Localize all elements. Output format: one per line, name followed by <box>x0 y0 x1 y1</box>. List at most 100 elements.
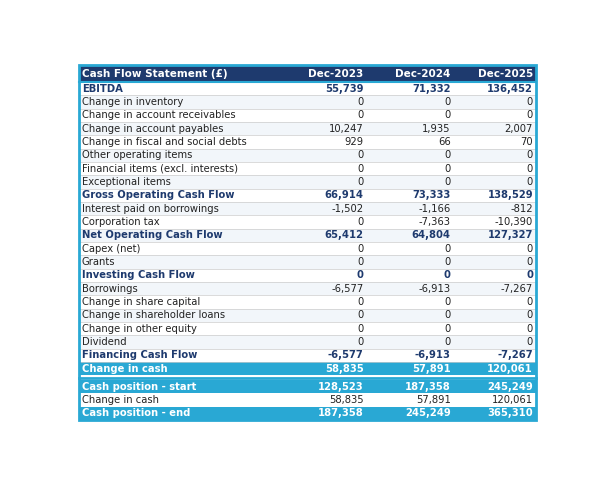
Text: 0: 0 <box>527 164 533 174</box>
Bar <box>454 65 536 82</box>
Text: 1,935: 1,935 <box>422 124 451 134</box>
Bar <box>79 175 280 189</box>
Bar <box>79 282 280 296</box>
Bar <box>280 380 367 394</box>
Text: Cash Flow Statement (£): Cash Flow Statement (£) <box>82 68 227 79</box>
Bar <box>454 148 536 162</box>
Bar <box>454 335 536 348</box>
Text: 120,061: 120,061 <box>487 364 533 374</box>
Text: Change in account payables: Change in account payables <box>82 124 223 134</box>
Text: 0: 0 <box>445 150 451 160</box>
Bar <box>367 202 454 215</box>
Text: Interest paid on borrowings: Interest paid on borrowings <box>82 203 219 214</box>
Bar <box>79 162 280 175</box>
Bar <box>280 242 367 255</box>
Text: Investing Cash Flow: Investing Cash Flow <box>82 270 195 280</box>
Text: 66: 66 <box>438 137 451 147</box>
Text: Other operating items: Other operating items <box>82 150 193 160</box>
Text: 0: 0 <box>527 244 533 253</box>
Bar <box>454 175 536 189</box>
Text: 138,529: 138,529 <box>487 190 533 200</box>
Text: -1,502: -1,502 <box>332 203 364 214</box>
Text: Financing Cash Flow: Financing Cash Flow <box>82 350 197 360</box>
Bar <box>367 108 454 122</box>
Text: Change in shareholder loans: Change in shareholder loans <box>82 310 225 320</box>
Text: -7,363: -7,363 <box>419 217 451 227</box>
Bar <box>79 406 280 420</box>
Bar <box>367 255 454 269</box>
Text: -1,166: -1,166 <box>418 203 451 214</box>
Bar <box>454 122 536 135</box>
Text: Change in cash: Change in cash <box>82 395 159 405</box>
Text: -10,390: -10,390 <box>495 217 533 227</box>
Text: 58,835: 58,835 <box>329 395 364 405</box>
Text: 0: 0 <box>357 270 364 280</box>
Text: 120,061: 120,061 <box>492 395 533 405</box>
Bar <box>79 255 280 269</box>
Bar <box>79 348 280 362</box>
Bar <box>280 296 367 309</box>
Bar <box>280 162 367 175</box>
Text: Dividend: Dividend <box>82 337 127 347</box>
Bar <box>280 122 367 135</box>
Bar <box>79 309 280 322</box>
Text: 0: 0 <box>445 297 451 307</box>
Bar <box>79 65 280 82</box>
Text: 365,310: 365,310 <box>487 408 533 418</box>
Bar <box>454 255 536 269</box>
Bar <box>79 95 280 108</box>
Text: Change in cash: Change in cash <box>82 364 167 374</box>
Bar <box>367 335 454 348</box>
Bar <box>367 148 454 162</box>
Text: 245,249: 245,249 <box>487 382 533 392</box>
Bar <box>79 322 280 335</box>
Text: 0: 0 <box>445 164 451 174</box>
Bar <box>367 282 454 296</box>
Bar <box>79 82 280 95</box>
Bar <box>367 189 454 202</box>
Bar <box>280 65 367 82</box>
Bar <box>367 269 454 282</box>
Bar <box>280 309 367 322</box>
Text: Exceptional items: Exceptional items <box>82 177 171 187</box>
Bar <box>454 135 536 148</box>
Text: 0: 0 <box>445 324 451 334</box>
Bar <box>280 148 367 162</box>
Text: 0: 0 <box>527 297 533 307</box>
Bar <box>454 406 536 420</box>
Text: -6,913: -6,913 <box>419 284 451 294</box>
Bar <box>280 362 367 375</box>
Text: 0: 0 <box>358 150 364 160</box>
Bar <box>280 282 367 296</box>
Bar <box>79 202 280 215</box>
Text: 0: 0 <box>527 97 533 107</box>
Bar <box>79 135 280 148</box>
Text: -6,577: -6,577 <box>328 350 364 360</box>
Text: 136,452: 136,452 <box>487 84 533 94</box>
Text: 0: 0 <box>445 257 451 267</box>
Text: Capex (net): Capex (net) <box>82 244 140 253</box>
Text: 0: 0 <box>445 337 451 347</box>
Text: Dec-2024: Dec-2024 <box>395 68 451 79</box>
Text: 0: 0 <box>445 244 451 253</box>
Bar <box>367 406 454 420</box>
Bar <box>79 148 280 162</box>
Bar <box>280 135 367 148</box>
Text: -6,577: -6,577 <box>331 284 364 294</box>
Text: EBITDA: EBITDA <box>82 84 123 94</box>
Bar <box>454 375 536 380</box>
Text: Cash position - end: Cash position - end <box>82 408 190 418</box>
Bar <box>454 202 536 215</box>
Bar <box>367 175 454 189</box>
Bar <box>367 82 454 95</box>
Text: Cash position - start: Cash position - start <box>82 382 196 392</box>
Bar <box>280 394 367 406</box>
Bar <box>367 348 454 362</box>
Bar <box>280 189 367 202</box>
Bar <box>454 229 536 242</box>
Bar <box>454 82 536 95</box>
Text: 55,739: 55,739 <box>325 84 364 94</box>
Bar <box>367 95 454 108</box>
Text: 0: 0 <box>445 97 451 107</box>
Text: 71,332: 71,332 <box>412 84 451 94</box>
